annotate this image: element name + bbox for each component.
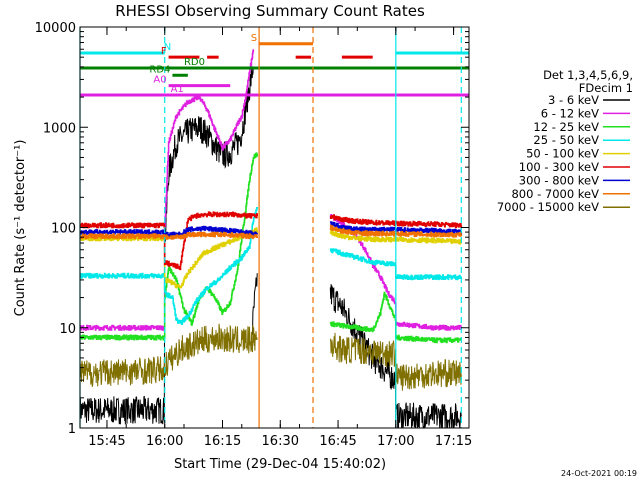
series-3-6-kev-segment-0 [80,66,254,425]
series-100-300-kev [80,211,463,271]
legend-header-line2: FDecim 1 [579,81,633,95]
legend-label: 12 - 25 keV [533,120,599,134]
x-tick-label-17-15: 17:15 [435,434,472,449]
flag-label-n: N [164,42,171,53]
legend-label: 3 - 6 keV [548,93,599,107]
axis-layer: 15:45 16:00 16:15 16:30 16:45 17:00 17:15 1 10 10… [35,21,473,449]
series-3-6-kev-segment-1 [252,273,258,335]
chart-title: RHESSI Observing Summary Count Rates [115,2,425,20]
legend-entry-12-25-kev: 12 - 25 keV [533,120,630,134]
legend-header-line1: Det 1,3,4,5,6,9, [543,68,633,82]
flag-label-rd4: RD4 [149,64,170,75]
y-tick-label-100: 100 [51,222,76,237]
legend-label: 300 - 800 keV [519,173,599,187]
legend-entry-300-800-kev: 300 - 800 keV [519,173,630,187]
legend-entry-7000-15000-kev: 7000 - 15000 keV [497,200,630,214]
legend-label: 50 - 100 keV [526,147,599,161]
flag-label-a1: A1 [171,84,184,95]
flag-label-rd0: RD0 [184,57,205,68]
legend-label: 25 - 50 keV [533,133,599,147]
x-tick-label-15-45: 15:45 [88,434,125,449]
legend-label: 7000 - 15000 keV [497,200,599,214]
y-tick-label-1: 1 [68,422,76,437]
y-tick-label-10: 10 [59,322,76,337]
series-12-25-kev-segment-0 [80,152,258,341]
series-7000-15000-kev-segment-0 [80,323,258,387]
y-tick-label-10000: 10000 [35,21,76,36]
render-timestamp: 24-Oct-2021 00:19 [561,469,637,478]
legend-entry-100-300-kev: 100 - 300 keV [519,160,630,174]
x-tick-label-17-00: 17:00 [377,434,414,449]
x-tick-label-16-45: 16:45 [319,434,356,449]
y-tick-label-1000: 1000 [43,121,76,136]
legend-entry-6-12-kev: 6 - 12 keV [541,106,630,120]
legend-entry-25-50-kev: 25 - 50 keV [533,133,630,147]
x-tick-label-16-30: 16:30 [262,434,299,449]
series-6-12-kev-segment-0 [80,49,255,331]
legend-entry-50-100-kev: 50 - 100 keV [526,147,630,161]
flag-label-s: S [251,33,257,44]
legend-label: 100 - 300 keV [519,160,599,174]
x-tick-label-16-00: 16:00 [146,434,183,449]
legend-entry-800-7000-kev: 800 - 7000 keV [511,187,630,201]
x-axis-label: Start Time (29-Dec-04 15:40:02) [174,457,386,472]
flag-layer [80,42,469,97]
series-100-300-kev-segment-1 [329,214,463,229]
series-25-50-kev-segment-0 [80,207,258,325]
legend-label: 6 - 12 keV [541,106,599,120]
legend-entry-3-6-kev: 3 - 6 keV [548,93,630,107]
series-100-300-kev-segment-0 [80,211,258,271]
flag-label-a0: A0 [153,75,166,86]
legend-label: 800 - 7000 keV [511,187,599,201]
y-axis-label: Count Rate (s⁻¹ detector⁻¹) [13,140,28,317]
x-tick-label-16-15: 16:15 [204,434,241,449]
series-800-7000-kev-segment-0 [80,231,258,240]
flag-label-f: F [161,46,167,57]
